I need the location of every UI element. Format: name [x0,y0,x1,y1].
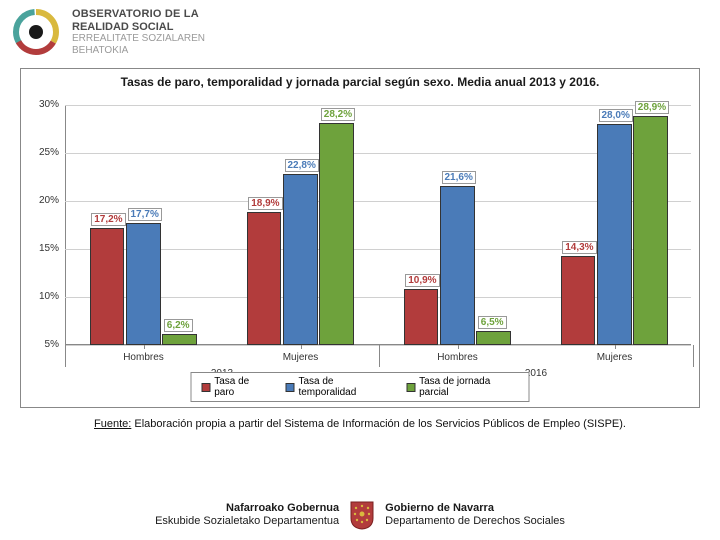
value-label: 6,5% [478,316,507,329]
y-tick-label: 5% [25,339,59,350]
footer-spanish-bold: Gobierno de Navarra [385,502,565,515]
bar [247,212,282,345]
value-label: 17,7% [128,208,162,221]
header: OBSERVATORIO DE LA REALIDAD SOCIAL ERREA… [0,0,720,64]
category-label: Hombres [437,352,478,363]
footer-basque-bold: Nafarroako Gobernua [155,502,339,515]
source-label: Fuente: [94,418,131,430]
x-tick [379,345,380,367]
x-tick [615,345,616,349]
bar [597,124,632,345]
bar [404,289,439,346]
value-label: 18,9% [248,197,282,210]
header-line1: OBSERVATORIO DE LA [72,8,205,21]
y-tick-label: 10% [25,291,59,302]
source-text: Elaboración propia a partir del Sistema … [131,418,626,430]
navarra-shield-icon [349,500,375,530]
bar [440,186,475,345]
header-line4: BEHATOKIA [72,45,205,57]
bar [633,116,668,345]
plot-area: 30%25%20%15%10%5%17,2%17,7%6,2%Hombres18… [65,105,691,345]
legend-label: Tasa de paro [214,376,270,398]
x-tick [458,345,459,349]
header-line2: REALIDAD SOCIAL [72,21,205,34]
value-label: 22,8% [285,159,319,172]
footer-basque-plain: Eskubide Sozialetako Departamentua [155,515,339,528]
bar [283,174,318,345]
value-label: 28,9% [635,101,669,114]
y-tick-label: 30% [25,99,59,110]
x-tick [301,345,302,349]
y-tick-label: 20% [25,195,59,206]
bar [126,223,161,345]
legend-item: Tasa de paro [202,376,270,398]
x-tick [65,345,66,367]
footer-spanish: Gobierno de Navarra Departamento de Dere… [385,502,565,527]
legend-swatch [406,383,415,392]
footer-basque: Nafarroako Gobernua Eskubide Sozialetako… [155,502,339,527]
bar [90,228,125,345]
y-tick-label: 25% [25,147,59,158]
bar [319,123,354,346]
category-label: Mujeres [597,352,633,363]
source-note: Fuente: Elaboración propia a partir del … [0,418,720,430]
observatorio-logo-icon [12,8,60,56]
x-tick [144,345,145,349]
value-label: 10,9% [405,274,439,287]
y-tick-label: 15% [25,243,59,254]
header-line3: ERREALITATE SOZIALAREN [72,33,205,45]
footer: Nafarroako Gobernua Eskubide Sozialetako… [0,500,720,530]
value-label: 21,6% [442,171,476,184]
bar [561,256,596,345]
value-label: 14,3% [562,241,596,254]
legend-item: Tasa de temporalidad [286,376,391,398]
category-label: Hombres [123,352,164,363]
chart-container: Tasas de paro, temporalidad y jornada pa… [20,68,700,408]
footer-spanish-plain: Departamento de Derechos Sociales [385,515,565,528]
category-label: Mujeres [283,352,319,363]
grid-line [65,105,691,106]
chart-title: Tasas de paro, temporalidad y jornada pa… [21,69,699,91]
x-tick [693,345,694,367]
legend-swatch [202,383,211,392]
legend-item: Tasa de jornada parcial [406,376,518,398]
grid-line [65,345,691,346]
value-label: 17,2% [91,213,125,226]
header-text: OBSERVATORIO DE LA REALIDAD SOCIAL ERREA… [72,8,205,56]
legend-swatch [286,383,295,392]
legend-label: Tasa de temporalidad [298,376,390,398]
bar [476,331,511,345]
value-label: 28,2% [321,108,355,121]
value-label: 28,0% [599,109,633,122]
y-axis [65,105,66,345]
legend: Tasa de paro Tasa de temporalidad Tasa de … [191,372,530,402]
bar [162,334,197,346]
legend-label: Tasa de jornada parcial [419,376,518,398]
value-label: 6,2% [164,319,193,332]
